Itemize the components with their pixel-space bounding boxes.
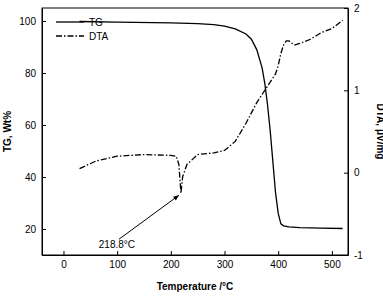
tick-label: 60 [25, 120, 37, 131]
tick: 0 [61, 251, 67, 270]
legend-swatch [56, 35, 84, 36]
tick-label: 0 [61, 259, 67, 270]
tick-label: 20 [25, 224, 37, 235]
tick: -1 [344, 250, 363, 261]
legend: TG DTA [56, 17, 109, 42]
axis-line [42, 9, 43, 256]
tick: 200 [163, 251, 180, 270]
lines [80, 20, 343, 228]
y2-axis: -1 0 1 2 [344, 3, 363, 261]
tick-mark [332, 251, 333, 255]
x-axis-title: Temperature /°C [157, 281, 234, 292]
x-axis: 0 100 200 300 400 500 [43, 251, 349, 270]
tick-label: 200 [163, 259, 180, 270]
tick-label: 0 [354, 167, 360, 178]
tick: 100 [19, 16, 46, 27]
tick-mark [42, 73, 46, 74]
tick-mark [278, 251, 279, 255]
series-line [80, 22, 343, 229]
chart: 0 100 200 300 400 500 20 40 60 80 100 -1 0 1 2 218.8°C T… [0, 0, 383, 296]
plot-frame [42, 8, 348, 255]
tick-mark [344, 8, 348, 9]
tick-label: 100 [109, 259, 126, 270]
tick: 2 [344, 3, 360, 14]
tick-label: 500 [324, 259, 341, 270]
tick-label: 40 [25, 172, 37, 183]
tick-mark [344, 90, 348, 91]
tick-label: 400 [270, 259, 287, 270]
y-axis-title: TG, Wt% [2, 111, 13, 152]
tick-mark [344, 255, 348, 256]
tick-mark [42, 177, 46, 178]
legend-item: TG [56, 17, 103, 28]
tick-label: 100 [19, 16, 36, 27]
tick-mark [225, 251, 226, 255]
legend-label: TG [89, 17, 103, 28]
annotation-arrowhead [173, 195, 179, 200]
tick: 80 [25, 68, 46, 79]
tick: 100 [109, 251, 126, 270]
tick: 1 [344, 85, 360, 96]
tick-label: 300 [217, 259, 234, 270]
legend-swatch [56, 21, 84, 22]
axis-line [348, 9, 349, 256]
plot: 0 100 200 300 400 500 20 40 60 80 100 -1 0 1 2 218.8°C T… [19, 3, 363, 270]
annotation-arrow [119, 195, 179, 239]
tick: 500 [324, 251, 341, 270]
legend-label: DTA [89, 31, 109, 42]
legend-item: DTA [56, 31, 109, 42]
tick-label: 1 [354, 85, 360, 96]
tick-mark [171, 251, 172, 255]
tick: 300 [217, 251, 234, 270]
y2-axis-title: DTA, μV/mg [375, 104, 383, 160]
y-axis: 20 40 60 80 100 [19, 9, 46, 256]
tick-label: -1 [354, 250, 363, 261]
tick: 0 [344, 167, 360, 178]
tick-mark [117, 251, 118, 255]
tick-mark [42, 21, 46, 22]
series-line [80, 20, 343, 193]
tick: 60 [25, 120, 46, 131]
tick: 400 [270, 251, 287, 270]
tick-mark [63, 251, 64, 255]
tick-mark [42, 125, 46, 126]
tick-label: 80 [25, 68, 37, 79]
tick-mark [344, 173, 348, 174]
tick: 20 [25, 224, 46, 235]
tick-mark [42, 229, 46, 230]
annotation-text: 218.8°C [99, 239, 135, 250]
tick: 40 [25, 172, 46, 183]
axis-line [43, 255, 349, 256]
tick-label: 2 [354, 3, 360, 14]
